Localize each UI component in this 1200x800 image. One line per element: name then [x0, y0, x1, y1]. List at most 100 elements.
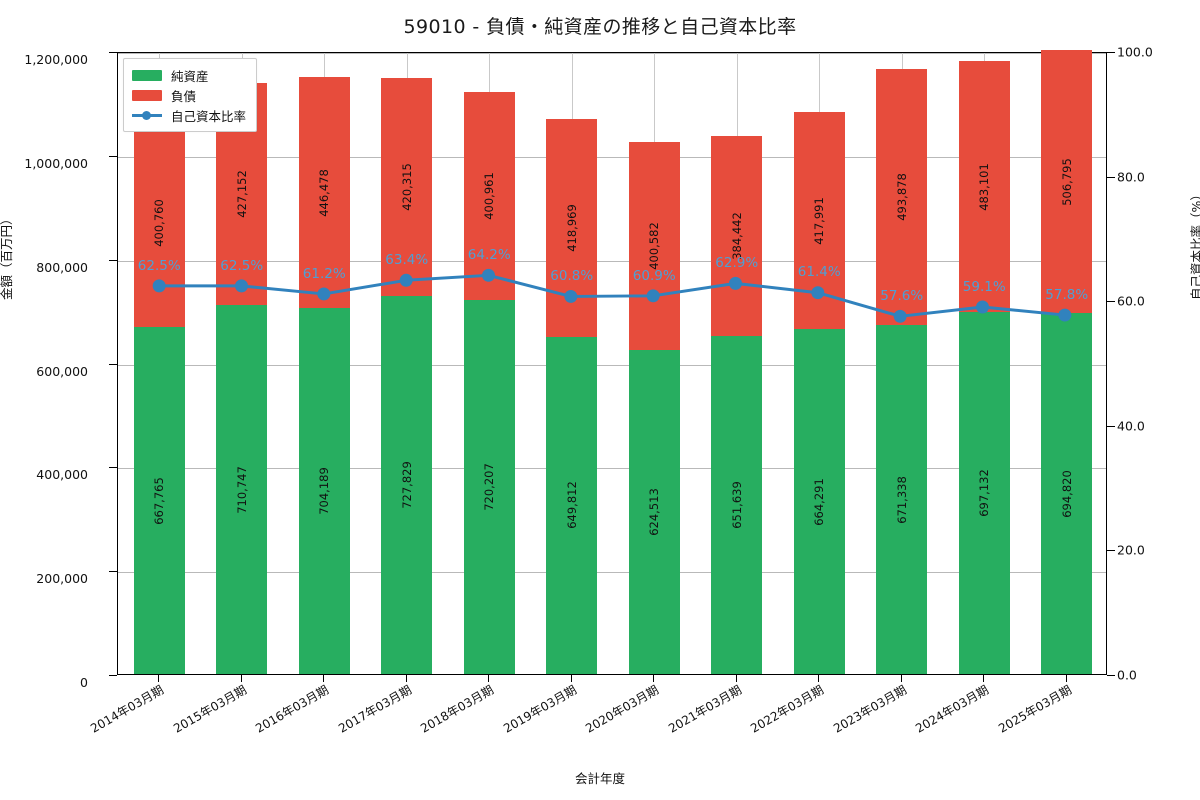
bar-segment-net-assets[interactable]: 694,820 — [1041, 313, 1093, 674]
y-axis-right-tick-label: 100.0 — [1117, 44, 1153, 60]
legend-swatch-net-assets — [132, 69, 162, 81]
bar-group[interactable]: 651,639 384,442 — [711, 136, 763, 674]
y-axis-left-tick-label: 800,000 — [36, 259, 88, 275]
x-axis-tickmark — [1065, 675, 1067, 682]
y-axis-left-tickmark — [109, 571, 117, 573]
ratio-line — [157, 273, 1067, 318]
y-axis-left-label: 金額（百万円） — [0, 212, 14, 300]
ratio-marker[interactable] — [317, 287, 331, 301]
bar-segment-net-assets[interactable]: 667,765 — [133, 327, 185, 674]
ratio-marker[interactable] — [564, 289, 578, 303]
legend-label-equity-ratio: 自己資本比率 — [171, 108, 247, 124]
ratio-value-label: 60.9% — [632, 267, 676, 284]
bar-group[interactable]: 720,207 400,961 — [463, 91, 515, 674]
plot-area: 667,765 400,760 710,747 427,152 704,189 446,4… — [117, 50, 1107, 675]
x-axis-tickmark — [323, 675, 325, 682]
bar-segment-net-assets[interactable]: 664,291 — [793, 329, 845, 674]
y-axis-right-tickmark — [1107, 176, 1115, 178]
ratio-marker[interactable] — [976, 300, 989, 314]
y-axis-right-tickmark — [1107, 52, 1115, 53]
bar-group[interactable]: 649,812 418,969 — [546, 119, 598, 674]
y-axis-right-tickmark — [1107, 550, 1115, 552]
ratio-line-series — [152, 268, 1072, 323]
bar-group[interactable]: 697,132 483,101 — [958, 61, 1010, 674]
bar-segment-net-assets[interactable]: 697,132 — [958, 312, 1010, 674]
gridline-h — [118, 53, 1106, 54]
y-axis-right-tick-label: 40.0 — [1117, 418, 1145, 434]
bar-segment-net-assets[interactable]: 624,513 — [628, 349, 680, 674]
y-axis-left-tickmark — [109, 259, 117, 261]
ratio-marker[interactable] — [893, 309, 907, 323]
y-axis-left-tick-label: 600,000 — [36, 363, 88, 379]
ratio-value-label: 59.1% — [962, 278, 1006, 295]
ratio-value-label: 62.9% — [715, 255, 759, 272]
x-axis-tick-label: 2023年03月期 — [830, 682, 909, 736]
y-axis-right-tick-label: 20.0 — [1117, 542, 1145, 558]
bar-segment-net-assets[interactable]: 671,338 — [876, 325, 928, 674]
ratio-marker[interactable] — [235, 279, 248, 293]
bar-group[interactable]: 671,338 493,878 — [876, 69, 928, 674]
bar-segment-net-assets[interactable]: 704,189 — [298, 308, 350, 674]
ratio-value-label: 63.4% — [385, 252, 429, 269]
ratio-marker[interactable] — [646, 289, 660, 303]
ratio-value-label: 62.5% — [137, 257, 181, 274]
bar-segment-net-assets[interactable]: 727,829 — [381, 296, 433, 674]
gridline-h — [118, 572, 1106, 574]
ratio-marker[interactable] — [1058, 308, 1072, 322]
bar-group[interactable]: 694,820 506,795 — [1041, 50, 1093, 674]
bar-segment-liabilities[interactable]: 400,961 — [463, 91, 515, 301]
y-axis-left-tickmark — [109, 52, 117, 53]
ratio-marker[interactable] — [729, 276, 742, 290]
bar-series: 667,765 400,760 710,747 427,152 704,189 446,4… — [118, 50, 1106, 674]
y-axis-right-tickmark — [1107, 425, 1115, 427]
y-axis-left-tickmark — [109, 467, 117, 469]
y-axis-right-tick-label: 0.0 — [1117, 667, 1137, 683]
bar-segment-liabilities[interactable]: 420,315 — [381, 77, 433, 297]
bar-segment-net-assets[interactable]: 720,207 — [463, 300, 515, 674]
y-axis-right-label: 自己資本比率（%） — [1189, 188, 1200, 300]
bar-group[interactable]: 624,513 400,582 — [628, 141, 680, 674]
y-axis-left-tick-label: 400,000 — [36, 467, 88, 483]
ratio-marker[interactable] — [152, 279, 166, 293]
ratio-marker[interactable] — [482, 268, 495, 282]
x-axis-tickmark — [735, 675, 737, 682]
x-axis-tick-label: 2016年03月期 — [253, 682, 332, 736]
bar-segment-liabilities[interactable]: 483,101 — [958, 61, 1010, 313]
x-axis-tick-label: 2022年03月期 — [748, 682, 827, 736]
x-axis-tick-label: 2020年03月期 — [583, 682, 662, 736]
bar-segment-liabilities[interactable]: 506,795 — [1041, 50, 1093, 314]
bar-segment-liabilities[interactable]: 384,442 — [711, 136, 763, 336]
y-axis-right-tickmark — [1107, 675, 1115, 676]
gridline-h — [118, 260, 1106, 262]
bar-segment-net-assets[interactable]: 710,747 — [216, 305, 268, 674]
x-axis-label: 会計年度 — [574, 771, 625, 786]
bar-segment-liabilities[interactable]: 446,478 — [298, 76, 350, 309]
bar-segment-net-assets[interactable]: 651,639 — [711, 335, 763, 674]
y-axis-right-tick-label: 60.0 — [1117, 293, 1145, 309]
bar-segment-net-assets[interactable]: 649,812 — [546, 336, 598, 674]
bar-segment-liabilities[interactable]: 400,760 — [133, 119, 185, 328]
x-axis-tickmark — [240, 675, 242, 682]
y-axis-left-tick-label: 1,200,000 — [24, 52, 88, 67]
y-axis-right-tickmark — [1107, 301, 1115, 303]
y-axis-right-tick-label: 80.0 — [1117, 169, 1145, 185]
legend-item-liabilities: 負債 — [132, 85, 246, 105]
y-axis-left-tick-label: 1,000,000 — [24, 155, 88, 171]
x-axis-tick-label: 2015年03月期 — [170, 682, 249, 736]
x-axis-tickmark — [653, 675, 655, 682]
bar-group[interactable]: 704,189 446,478 — [298, 76, 350, 674]
y-axis-left-tickmark — [109, 363, 117, 365]
bar-group[interactable]: 667,765 400,760 — [133, 119, 185, 674]
ratio-marker[interactable] — [811, 286, 825, 300]
bar-group[interactable]: 727,829 420,315 — [381, 77, 433, 674]
x-axis-tickmark — [900, 675, 902, 682]
ratio-value-label: 61.4% — [797, 264, 841, 281]
bar-segment-liabilities[interactable]: 400,582 — [628, 141, 680, 350]
ratio-value-label: 61.2% — [302, 265, 346, 282]
bar-segment-liabilities[interactable]: 493,878 — [876, 69, 928, 326]
ratio-value-label: 62.5% — [220, 257, 264, 274]
ratio-marker[interactable] — [399, 273, 413, 287]
legend-swatch-liabilities — [132, 89, 162, 101]
legend-label-net-assets: 純資産 — [171, 68, 209, 84]
